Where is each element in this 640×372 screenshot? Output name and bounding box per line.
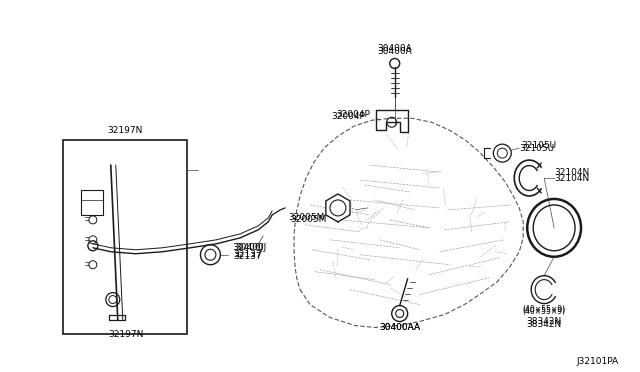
Text: 32137: 32137 xyxy=(233,250,262,259)
Text: 32005M: 32005M xyxy=(291,215,327,224)
Text: 32004P: 32004P xyxy=(331,112,365,121)
Text: 30400AA: 30400AA xyxy=(379,323,420,332)
Text: 30400J: 30400J xyxy=(236,243,267,252)
Text: 38342N: 38342N xyxy=(527,317,562,326)
Text: 30400AA: 30400AA xyxy=(379,323,420,332)
Text: 32137: 32137 xyxy=(233,252,262,261)
Text: (40×55×9): (40×55×9) xyxy=(523,307,566,316)
Text: 32004P: 32004P xyxy=(336,110,370,119)
Text: 32197N: 32197N xyxy=(107,126,143,135)
Text: 32105U: 32105U xyxy=(519,144,554,153)
Text: 30400A: 30400A xyxy=(378,44,412,53)
Text: 32005M: 32005M xyxy=(289,214,325,222)
Text: 38342N: 38342N xyxy=(527,320,562,329)
Text: 32105U: 32105U xyxy=(521,141,556,150)
Text: 32197N: 32197N xyxy=(108,330,143,339)
Text: J32101PA: J32101PA xyxy=(577,357,619,366)
Text: 32104N: 32104N xyxy=(554,173,589,183)
Polygon shape xyxy=(326,194,350,222)
Text: 30400J: 30400J xyxy=(232,243,264,252)
Text: (40×55×9): (40×55×9) xyxy=(523,305,566,314)
Text: 30400A: 30400A xyxy=(378,47,412,56)
Bar xyxy=(63,140,188,334)
Text: 32104N: 32104N xyxy=(554,167,589,177)
Bar xyxy=(81,190,103,215)
